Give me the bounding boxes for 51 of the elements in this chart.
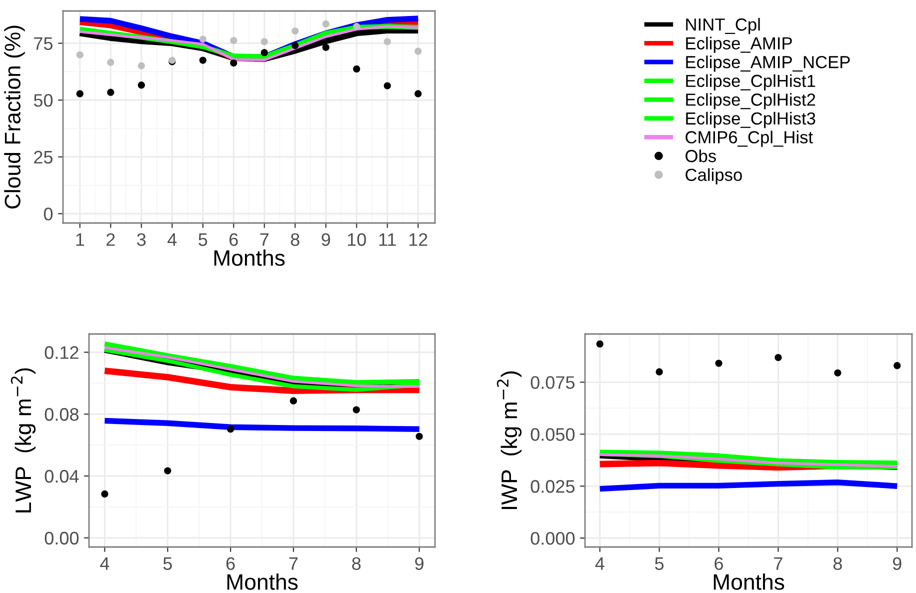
- x-axis-title: Months: [227, 574, 298, 590]
- legend-label: NINT_Cpl: [686, 18, 760, 34]
- legend-label: Eclipse_AMIP: [686, 36, 792, 53]
- y-tick-label: 0.000: [530, 532, 575, 545]
- x-tick-label: 12: [409, 233, 428, 246]
- legend-label: Eclipse_CplHist3: [686, 112, 816, 128]
- x-tick-label: 10: [348, 233, 366, 246]
- y-axis-title: Cloud Fraction (%): [4, 26, 25, 208]
- x-axis-title: Months: [214, 250, 285, 266]
- x-tick-label: 7: [260, 233, 268, 246]
- legend-label: CMIP6_Cpl_Hist: [686, 130, 813, 147]
- x-tick-label: 5: [163, 557, 172, 570]
- x-tick-label: 1: [76, 233, 84, 246]
- y-tick-label: 0.050: [530, 428, 575, 441]
- y-axis-title: IWP (kg m$^{−2}$): [496, 371, 522, 510]
- y-tick-label: 0.12: [44, 346, 78, 359]
- x-tick-label: 4: [168, 233, 177, 246]
- x-tick-label: 3: [137, 233, 146, 246]
- y-tick-label: 0.08: [44, 408, 78, 421]
- legend-label: Eclipse_AMIP_NCEP: [686, 56, 850, 72]
- y-tick-label: 0.04: [44, 470, 79, 483]
- x-tick-label: 9: [415, 557, 424, 570]
- legend-label: Obs: [686, 149, 716, 162]
- x-tick-label: 6: [230, 233, 238, 246]
- y-tick-label: 50: [34, 94, 53, 107]
- x-tick-label: 4: [595, 557, 604, 570]
- y-tick-label: 25: [34, 150, 53, 164]
- y-tick-label: 75: [34, 37, 53, 50]
- x-tick-label: 9: [892, 557, 902, 570]
- x-tick-label: 6: [714, 557, 723, 570]
- x-tick-label: 2: [106, 233, 115, 246]
- x-tick-label: 8: [290, 233, 300, 246]
- x-axis-title: Months: [714, 574, 784, 590]
- x-tick-label: 8: [833, 557, 842, 570]
- y-tick-label: 0.075: [530, 376, 575, 389]
- x-tick-label: 9: [322, 233, 330, 246]
- x-tick-label: 5: [655, 557, 664, 570]
- y-tick-label: 0.00: [44, 532, 79, 545]
- x-tick-label: 7: [289, 557, 298, 570]
- x-tick-label: 8: [352, 557, 361, 570]
- y-axis-title: LWP (kg m$^{−2}$): [10, 368, 36, 512]
- legend-label: Calipso: [686, 168, 742, 184]
- legend-label: Eclipse_CplHist2: [686, 93, 816, 110]
- y-tick-label: 0.025: [530, 480, 575, 493]
- x-tick-label: 5: [198, 233, 208, 246]
- x-tick-label: 11: [379, 233, 396, 246]
- legend-label: Eclipse_CplHist1: [686, 74, 816, 90]
- x-tick-label: 4: [100, 557, 110, 570]
- y-tick-label: 0: [44, 208, 53, 220]
- x-tick-label: 6: [226, 557, 235, 570]
- x-tick-label: 7: [774, 557, 782, 570]
